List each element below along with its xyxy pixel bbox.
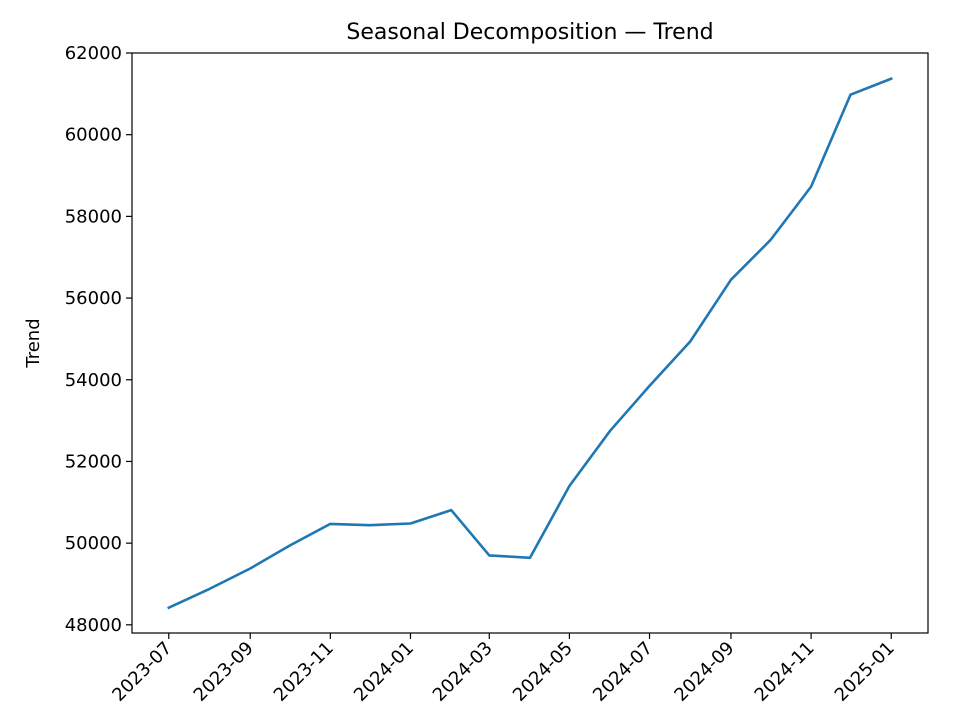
x-tick-label: 2024-09: [670, 638, 738, 706]
y-tick-label: 52000: [65, 451, 122, 472]
y-tick-label: 62000: [65, 43, 122, 64]
x-tick-label: 2025-01: [831, 638, 899, 706]
x-tick-label: 2023-07: [108, 638, 176, 706]
x-tick-label: 2023-09: [190, 638, 258, 706]
x-tick-label: 2024-07: [589, 638, 657, 706]
y-tick-label: 54000: [65, 370, 122, 391]
y-axis-label: Trend: [23, 318, 44, 368]
y-tick-label: 60000: [65, 125, 122, 146]
x-tick-label: 2023-11: [270, 638, 338, 706]
y-tick-label: 48000: [65, 615, 122, 636]
x-tick-label: 2024-01: [350, 638, 418, 706]
plot-frame: [131, 52, 929, 634]
chart-title: Seasonal Decomposition — Trend: [346, 20, 713, 45]
x-tick-label: 2024-03: [429, 638, 497, 706]
x-axis: 2023-07 2023-09 2023-11 2024-01 2024-03 2024-…: [108, 633, 899, 706]
x-tick-label: 2024-05: [509, 638, 577, 706]
x-tick-label: 2024-11: [751, 638, 819, 706]
series-group: [167, 77, 893, 610]
trend-series-line: [167, 77, 893, 610]
y-axis: 48000 50000 52000 54000 56000 58000 60000 62000: [65, 43, 132, 636]
y-tick-label: 58000: [65, 206, 122, 227]
y-tick-label: 50000: [65, 533, 122, 554]
y-tick-label: 56000: [65, 288, 122, 309]
